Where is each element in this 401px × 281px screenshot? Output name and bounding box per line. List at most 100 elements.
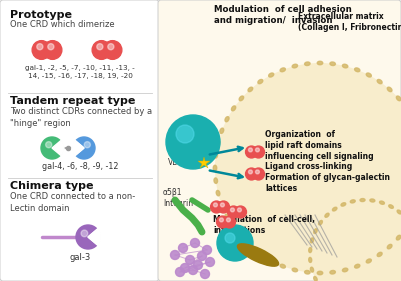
- Ellipse shape: [269, 259, 274, 263]
- Circle shape: [198, 251, 207, 260]
- Ellipse shape: [258, 252, 263, 257]
- Ellipse shape: [214, 178, 217, 183]
- FancyBboxPatch shape: [0, 0, 159, 281]
- Ellipse shape: [366, 259, 371, 263]
- Circle shape: [73, 137, 95, 159]
- Circle shape: [245, 146, 257, 158]
- Ellipse shape: [342, 268, 348, 272]
- Ellipse shape: [325, 213, 329, 217]
- Circle shape: [92, 41, 111, 59]
- Ellipse shape: [387, 87, 392, 92]
- Text: VEGFR2: VEGFR2: [168, 158, 198, 167]
- Ellipse shape: [280, 264, 286, 268]
- Ellipse shape: [248, 244, 253, 249]
- Ellipse shape: [396, 96, 401, 101]
- Ellipse shape: [377, 252, 382, 257]
- Ellipse shape: [231, 225, 236, 230]
- Circle shape: [215, 63, 401, 273]
- Ellipse shape: [332, 207, 337, 211]
- Circle shape: [249, 170, 252, 174]
- Text: Modulation  of cell-cell,
interactions: Modulation of cell-cell, interactions: [213, 215, 315, 235]
- Circle shape: [166, 115, 220, 169]
- Wedge shape: [88, 229, 101, 245]
- Circle shape: [46, 142, 52, 148]
- Ellipse shape: [314, 229, 317, 234]
- Ellipse shape: [389, 205, 393, 208]
- Text: Prototype: Prototype: [10, 10, 72, 20]
- Ellipse shape: [397, 210, 401, 214]
- FancyBboxPatch shape: [158, 0, 401, 281]
- Circle shape: [227, 206, 239, 218]
- Ellipse shape: [317, 271, 323, 275]
- Ellipse shape: [216, 191, 220, 196]
- Circle shape: [227, 218, 231, 222]
- Ellipse shape: [342, 64, 348, 68]
- Ellipse shape: [330, 271, 335, 274]
- Text: One CRD which dimerize: One CRD which dimerize: [10, 20, 115, 29]
- Circle shape: [249, 148, 252, 152]
- Ellipse shape: [314, 277, 317, 281]
- Ellipse shape: [377, 80, 382, 84]
- Ellipse shape: [269, 73, 274, 77]
- Wedge shape: [52, 140, 64, 156]
- Wedge shape: [88, 229, 101, 245]
- Circle shape: [200, 269, 209, 278]
- Ellipse shape: [341, 203, 346, 206]
- Circle shape: [218, 201, 229, 213]
- Text: Extracellular matrix
(Collagen I, Fribronectin): Extracellular matrix (Collagen I, Fribro…: [298, 12, 401, 32]
- Circle shape: [190, 239, 200, 248]
- Circle shape: [237, 208, 241, 212]
- Ellipse shape: [330, 62, 335, 65]
- Circle shape: [178, 244, 188, 253]
- Ellipse shape: [310, 267, 314, 272]
- Circle shape: [235, 206, 247, 218]
- Circle shape: [41, 137, 63, 159]
- Circle shape: [253, 168, 264, 180]
- Text: Organization  of
lipid raft domains
influencing cell signaling: Organization of lipid raft domains influ…: [265, 130, 374, 161]
- Ellipse shape: [354, 264, 360, 268]
- Text: Chimera type: Chimera type: [10, 181, 93, 191]
- FancyArrowPatch shape: [210, 147, 243, 155]
- Circle shape: [76, 225, 100, 249]
- Circle shape: [32, 41, 51, 59]
- Circle shape: [231, 208, 235, 212]
- Circle shape: [225, 233, 235, 243]
- Circle shape: [205, 257, 215, 266]
- Ellipse shape: [292, 268, 298, 272]
- Circle shape: [221, 203, 225, 207]
- Text: Two distinct CDRs connected by a
"hinge" region: Two distinct CDRs connected by a "hinge"…: [10, 107, 152, 128]
- Ellipse shape: [225, 117, 229, 122]
- Ellipse shape: [309, 257, 312, 262]
- Circle shape: [253, 146, 264, 158]
- Circle shape: [180, 264, 190, 273]
- Ellipse shape: [387, 244, 392, 249]
- Text: gal-3: gal-3: [69, 253, 91, 262]
- Ellipse shape: [360, 199, 365, 201]
- Ellipse shape: [220, 203, 224, 208]
- Circle shape: [217, 216, 229, 228]
- Ellipse shape: [350, 200, 355, 203]
- Ellipse shape: [310, 238, 314, 243]
- Circle shape: [188, 266, 198, 275]
- Text: Modulation  of cell adhesion
and migration/  invasion: Modulation of cell adhesion and migratio…: [214, 5, 352, 26]
- FancyArrowPatch shape: [210, 171, 243, 178]
- Text: Tandem repeat type: Tandem repeat type: [10, 96, 136, 106]
- Circle shape: [81, 230, 88, 237]
- Circle shape: [43, 41, 62, 59]
- Circle shape: [213, 203, 217, 207]
- Circle shape: [97, 44, 103, 50]
- Circle shape: [84, 142, 90, 148]
- Circle shape: [255, 148, 259, 152]
- Ellipse shape: [216, 140, 220, 146]
- Ellipse shape: [309, 248, 312, 253]
- Circle shape: [255, 170, 259, 174]
- Circle shape: [170, 250, 180, 259]
- Circle shape: [176, 125, 194, 143]
- Circle shape: [211, 201, 223, 213]
- Circle shape: [217, 225, 253, 261]
- Ellipse shape: [305, 62, 310, 65]
- Circle shape: [176, 268, 184, 277]
- Ellipse shape: [248, 87, 253, 92]
- Ellipse shape: [220, 128, 224, 133]
- Ellipse shape: [370, 199, 375, 202]
